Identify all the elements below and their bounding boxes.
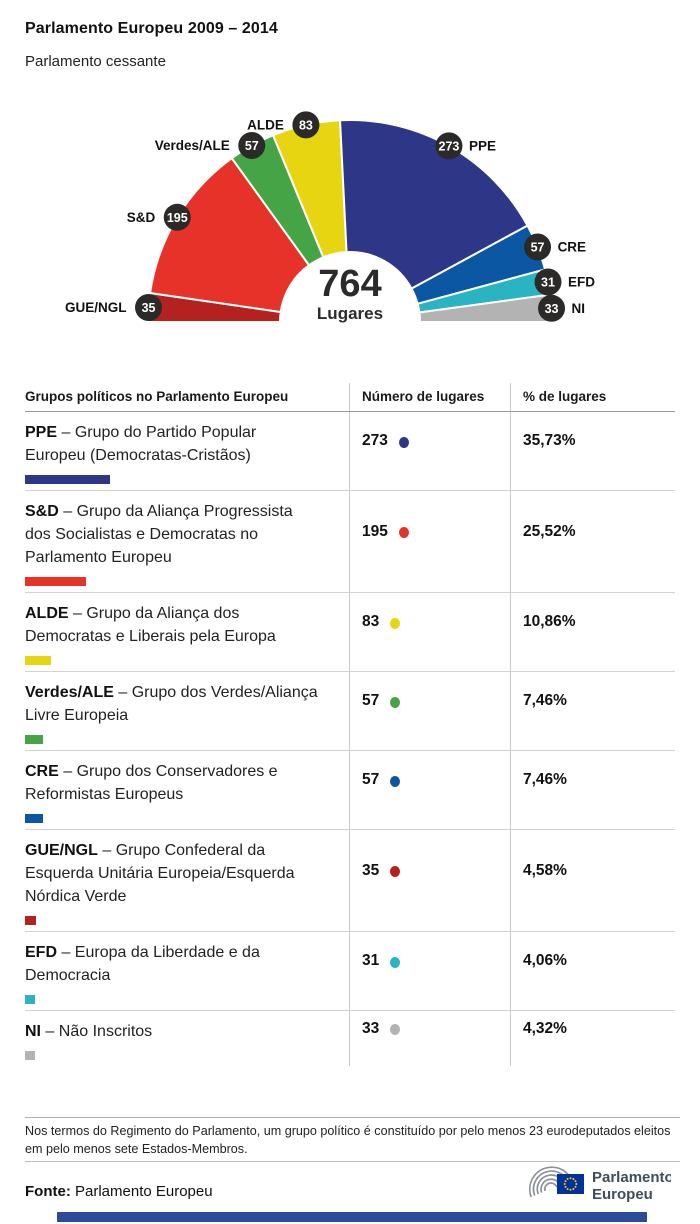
segment-S&D [149, 157, 311, 313]
source-line: Fonte: Parlamento Europeu [25, 1183, 213, 1200]
eu-flag-icon [557, 1174, 584, 1194]
group-percent: 4,32% [523, 1019, 567, 1037]
col-header-seats: Número de lugares [350, 383, 511, 411]
group-name: S&D – Grupo da Aliança Progressista dos … [25, 503, 293, 566]
group-color-dot [398, 527, 409, 538]
group-color-bar [25, 814, 43, 823]
seat-badge-value: 33 [545, 302, 559, 316]
seat-badge [524, 233, 552, 261]
table-body: PPE – Grupo do Partido Popular Europeu (… [25, 412, 675, 1066]
seat-badge [534, 268, 562, 296]
group-name: PPE – Grupo do Partido Popular Europeu (… [25, 424, 257, 464]
col-header-groups: Grupos políticos no Parlamento Europeu [25, 383, 350, 411]
group-color-dot [390, 775, 401, 787]
segment-label-CRE: CRE [558, 240, 587, 255]
seat-badge [135, 293, 163, 321]
segment-label-PPE: PPE [469, 138, 496, 153]
seat-badge [163, 203, 191, 231]
seat-badge-value: 35 [142, 301, 156, 315]
groups-table: Grupos políticos no Parlamento Europeu N… [25, 383, 675, 1066]
group-percent: 4,06% [523, 952, 567, 969]
group-seats: 83 [362, 613, 380, 630]
group-color-bar [25, 577, 86, 586]
group-seats: 33 [362, 1019, 380, 1037]
seat-badge-value: 83 [299, 118, 313, 132]
logo-text-line2: Europeu [592, 1186, 653, 1203]
group-percent: 4,58% [523, 861, 567, 879]
table-row: GUE/NGL – Grupo Confederal da Esquerda U… [25, 830, 675, 932]
table-row: Verdes/ALE – Grupo dos Verdes/Aliança Li… [25, 672, 675, 751]
group-seats: 35 [362, 861, 380, 879]
group-percent: 10,86% [523, 613, 576, 630]
page-subtitle: Parlamento cessante [25, 53, 166, 70]
group-name: NI – Não Inscritos [25, 1023, 153, 1040]
group-seats: 195 [362, 522, 388, 540]
seat-badge [538, 294, 566, 322]
seat-badge-value: 195 [167, 211, 188, 225]
group-color-dot [390, 696, 401, 708]
group-seats: 57 [362, 771, 380, 788]
seat-badge-value: 273 [439, 139, 460, 153]
hemicycle-seat-chart: 35 GUE/NGL 195 S&D 57 Verdes/ALE 83 ALDE 273 PPE 5… [65, 111, 595, 323]
col-header-percent: % de lugares [523, 389, 607, 404]
group-name: GUE/NGL – Grupo Confederal da Esquerda U… [25, 842, 295, 905]
table-row: NI – Não Inscritos 33 4,32% [25, 1011, 675, 1066]
group-seats: 31 [362, 952, 380, 969]
segment-label-NI: NI [572, 301, 586, 316]
group-color-bar [25, 475, 110, 484]
seat-badge [292, 111, 320, 139]
group-percent: 25,52% [523, 522, 576, 540]
page-title: Parlamento Europeu 2009 – 2014 [25, 20, 278, 37]
seat-badge-value: 31 [541, 275, 555, 289]
group-color-bar [25, 995, 35, 1004]
ep-logo-graphic: Parlamento Europeu [528, 1166, 674, 1203]
header: Parlamento Europeu 2009 – 2014 Parlament… [25, 20, 675, 70]
group-color-bar [25, 1051, 35, 1060]
logo-text-line1: Parlamento [592, 1169, 671, 1186]
group-seats: 57 [362, 692, 380, 709]
group-name: EFD – Europa da Liberdade e da Democraci… [25, 944, 260, 984]
seat-badge [238, 131, 266, 159]
group-color-bar [25, 916, 36, 925]
group-percent: 35,73% [523, 432, 576, 449]
group-percent: 7,46% [523, 771, 567, 788]
group-seats: 273 [362, 432, 388, 449]
segment-PPE [339, 119, 529, 290]
table-row: EFD – Europa da Liberdade e da Democraci… [25, 932, 675, 1011]
table-row: PPE – Grupo do Partido Popular Europeu (… [25, 412, 675, 491]
seat-badge-value: 57 [531, 241, 545, 255]
group-color-dot [390, 866, 401, 877]
group-percent: 7,46% [523, 692, 567, 709]
table-header-row: Grupos políticos no Parlamento Europeu N… [25, 383, 675, 412]
segment-label-EFD: EFD [568, 274, 595, 289]
segment-label-S&D: S&D [127, 210, 156, 225]
group-name: ALDE – Grupo da Aliança dos Democratas e… [25, 605, 276, 645]
group-color-dot [398, 436, 409, 448]
group-color-bar [25, 735, 43, 744]
segment-label-GUE/NGL: GUE/NGL [65, 300, 127, 315]
table-row: ALDE – Grupo da Aliança dos Democratas e… [25, 593, 675, 672]
group-color-dot [390, 1024, 401, 1035]
ep-logo: Parlamento Europeu [521, 1159, 674, 1209]
seat-badge-value: 57 [245, 139, 259, 153]
source-value: Parlamento Europeu [75, 1183, 213, 1200]
footnote: Nos termos do Regimento do Parlamento, u… [25, 1117, 680, 1162]
seat-badge [435, 132, 463, 160]
group-name: CRE – Grupo dos Conservadores e Reformis… [25, 763, 278, 803]
group-color-dot [390, 956, 401, 968]
bottom-accent-bar [57, 1212, 647, 1222]
segment-label-Verdes/ALE: Verdes/ALE [155, 138, 230, 153]
group-color-bar [25, 656, 51, 665]
table-row: CRE – Grupo dos Conservadores e Reformis… [25, 751, 675, 830]
source-label: Fonte: [25, 1183, 71, 1200]
segment-label-ALDE: ALDE [247, 117, 284, 132]
total-seats-value: 764 [318, 263, 381, 305]
group-name: Verdes/ALE – Grupo dos Verdes/Aliança Li… [25, 684, 318, 724]
group-color-dot [390, 617, 401, 629]
total-seats-label: Lugares [317, 304, 383, 323]
table-row: S&D – Grupo da Aliança Progressista dos … [25, 491, 675, 593]
